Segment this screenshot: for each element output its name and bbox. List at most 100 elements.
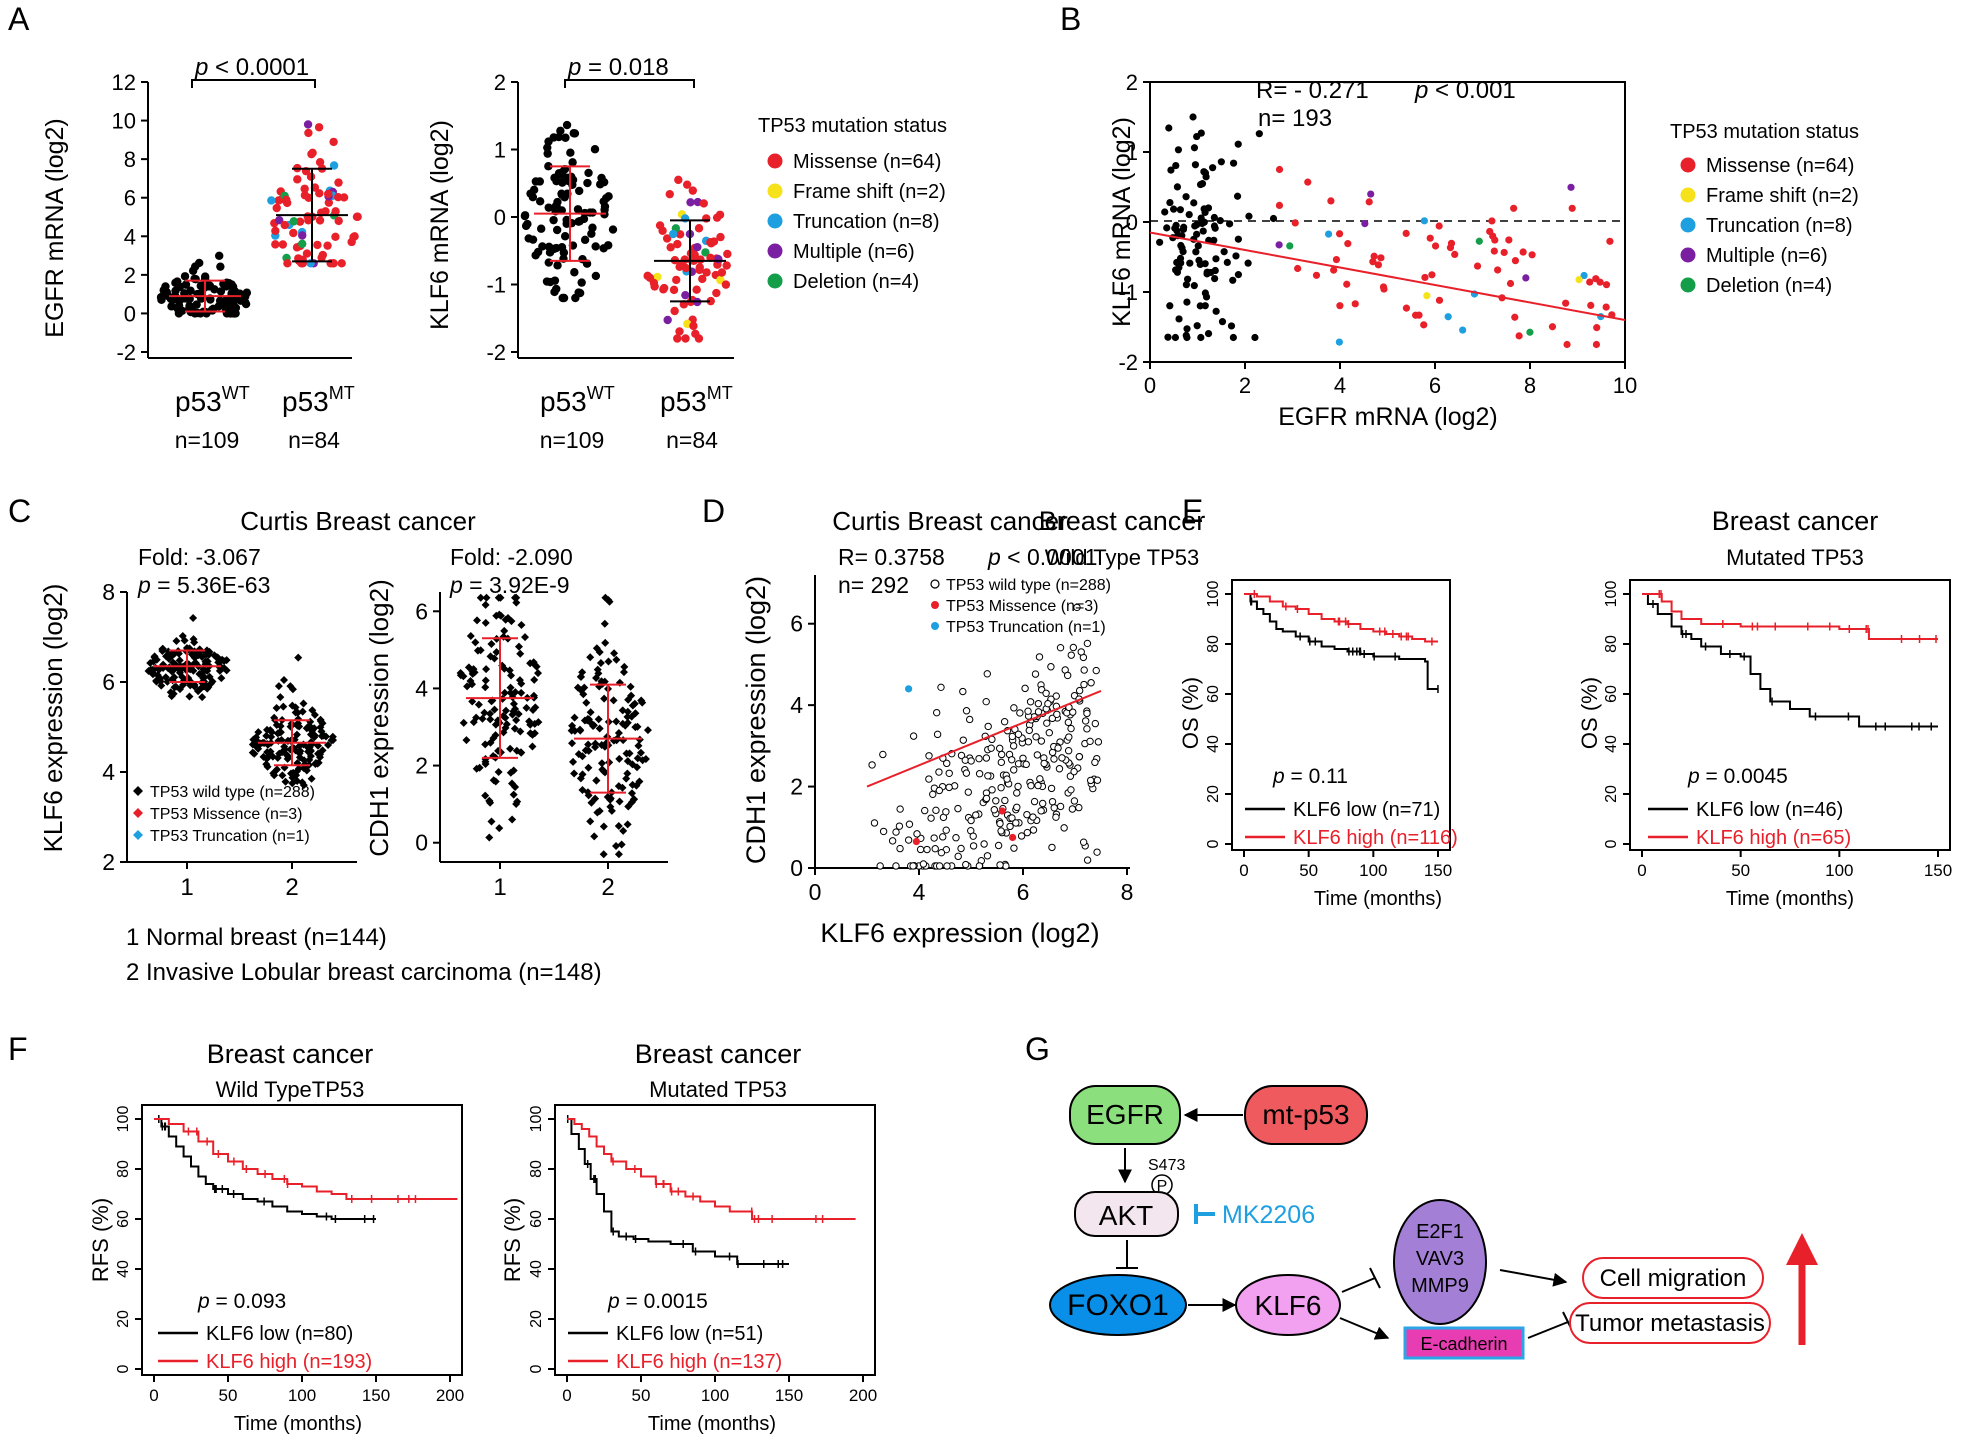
b-dot-mt <box>1402 304 1411 312</box>
C1-dot <box>198 693 207 702</box>
C2-dot <box>591 743 600 752</box>
d-dot-wt <box>1029 826 1038 834</box>
C1-dot <box>164 647 173 656</box>
b-dot-mt <box>1377 254 1385 262</box>
C2-dot <box>534 669 543 678</box>
A2-dot-wt <box>608 225 618 234</box>
E2-y-tick-label: 40 <box>1603 735 1620 753</box>
A2-dot-wt <box>552 177 561 186</box>
d-dot-wt <box>921 806 929 815</box>
C2-dot <box>623 820 632 829</box>
A2-dot-wt <box>526 189 535 198</box>
F1-x-tick-label: 50 <box>219 1386 238 1405</box>
d-y-tick-label: 2 <box>790 774 803 800</box>
C1-dot <box>218 655 227 664</box>
C1-dot <box>222 656 231 665</box>
d-dot-wt <box>982 794 991 803</box>
c1-legend: TP53 wild type (n=288) TP53 Missence (n=3… <box>133 784 315 845</box>
C2-dot <box>510 724 519 733</box>
panel-a-klf6-dotplot: p = 0.018 2 1 0 -1 -2 KLF6 mRNA (log2) p53WT… <box>426 54 734 453</box>
d-dot-wt <box>1050 755 1058 763</box>
d-dot-wt <box>1073 603 1081 612</box>
C2-dot <box>624 802 633 811</box>
c-note-2: 2 Invasive Lobular breast carcinoma (n=1… <box>126 959 602 986</box>
A1-y-tick-label: 8 <box>124 147 136 172</box>
A1-y-tick-label: 12 <box>112 70 136 95</box>
C2-dot <box>622 749 631 758</box>
A1-dot-wt <box>230 286 239 296</box>
A1-dot-mt <box>334 178 343 187</box>
C2-dot <box>509 766 518 775</box>
F2-x-tick-label: 150 <box>775 1386 803 1405</box>
A2-dot-mt <box>701 248 710 257</box>
A2-dot-wt <box>549 215 558 225</box>
d-legend-item: TP53 wild type (n=288) <box>946 577 1111 594</box>
d-dot-wt <box>937 848 946 857</box>
b-dot-wt <box>1173 258 1181 267</box>
d-dots <box>868 603 1103 870</box>
d-dot-wt <box>1069 708 1077 716</box>
C2-dot <box>606 802 615 811</box>
A1-dot-mt <box>274 196 283 205</box>
b-regression-line <box>1149 231 1626 321</box>
C2-dot <box>619 826 628 835</box>
C2-dot <box>481 676 490 685</box>
A1-dot-mt <box>272 203 281 213</box>
A2-dot-mt <box>702 268 711 277</box>
C1-dot <box>270 771 279 780</box>
C2-dot <box>476 646 485 655</box>
d-dot-wt <box>987 744 995 752</box>
b-dot-wt <box>1165 124 1173 132</box>
A1-dot-mt <box>289 228 298 238</box>
A2-dot-wt <box>584 168 593 178</box>
e2-subtitle: Mutated TP53 <box>1726 545 1864 570</box>
A2-category-label: p53WT <box>540 383 615 417</box>
C2-dot <box>612 655 621 664</box>
E1-x-tick-label: 50 <box>1299 861 1318 880</box>
C2-dot <box>487 640 496 649</box>
e1-curves <box>1244 590 1439 693</box>
b-y-tick-label: -1 <box>1118 280 1138 305</box>
C1-y-tick-label: 6 <box>102 669 115 695</box>
C2-x-tick-label: 2 <box>601 874 614 901</box>
C2-dot <box>513 797 522 806</box>
d-dot-wt <box>937 683 945 692</box>
A1-category-n: n=84 <box>288 427 340 453</box>
d-dot-wt <box>1002 862 1010 870</box>
d-dot-wt <box>1068 805 1077 813</box>
d-dot-wt <box>1037 807 1045 815</box>
C1-legend-item: TP53 wild type (n=288) <box>150 784 315 801</box>
akt-node <box>1074 1191 1179 1237</box>
d-dot-wt <box>983 670 991 678</box>
d-p-value: p < 0.0001 <box>987 544 1097 570</box>
d-dot-wt <box>967 757 975 765</box>
C2-dot <box>605 597 614 606</box>
C1-x-tick-label: 1 <box>180 874 193 901</box>
d-legend: TP53 wild type (n=288) TP53 Missence (n=3… <box>930 577 1111 636</box>
d-y-tick-label: 4 <box>790 692 803 718</box>
d-dot-wt <box>1022 760 1030 769</box>
d-r-value: R= 0.3758 <box>838 544 945 570</box>
C1-dot <box>172 637 181 646</box>
egfr-label: EGFR <box>1086 1099 1164 1130</box>
b-dot-wt <box>1209 164 1217 172</box>
legendB-swatch <box>1680 277 1696 293</box>
A1-category-n: n=109 <box>175 427 240 453</box>
C2-dot <box>506 744 515 753</box>
C2-dot <box>530 729 539 738</box>
A2-dot-wt <box>523 219 532 229</box>
b-dot-wt <box>1204 204 1213 212</box>
d-dot-wt <box>935 862 944 870</box>
d-dot-wt <box>1047 784 1056 793</box>
C1-dot <box>287 769 296 778</box>
C2-dot <box>481 760 490 769</box>
A2-y-tick-label: -2 <box>486 340 506 365</box>
C1-dot <box>293 776 302 785</box>
panel-label-d: D <box>702 493 725 529</box>
d-dot-wt <box>1093 776 1102 784</box>
categories-a1: p53WT n=109 p53MT n=84 <box>175 383 355 453</box>
C2-dot <box>516 727 525 736</box>
F1-x-tick-label: 200 <box>436 1386 464 1405</box>
f1-pvalue: p = 0.093 <box>197 1290 286 1313</box>
C2-dot <box>580 683 589 692</box>
